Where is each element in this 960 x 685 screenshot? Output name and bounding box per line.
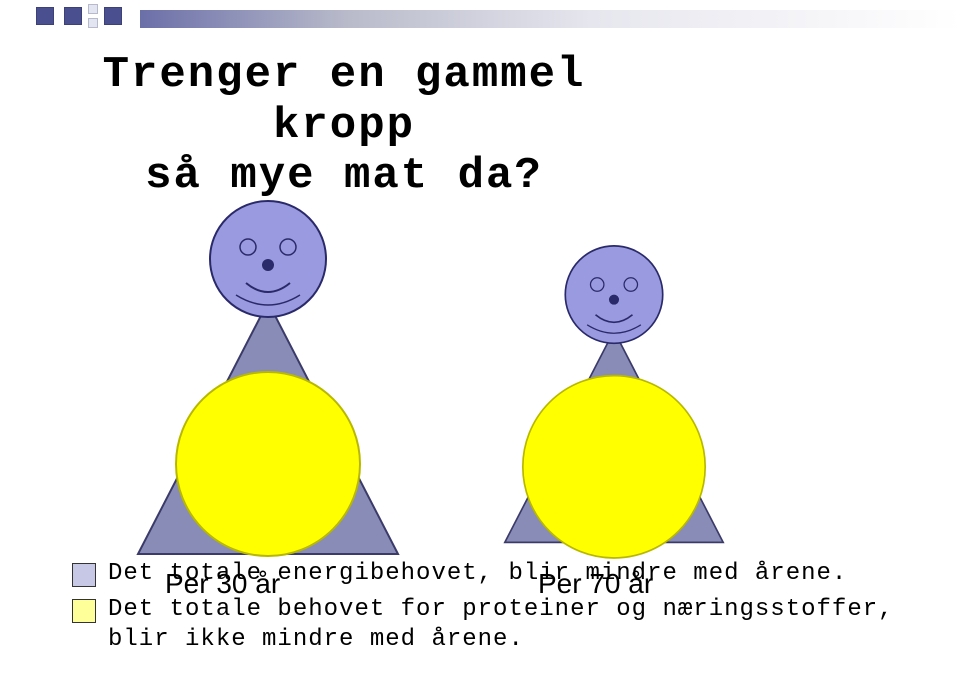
figure-young <box>118 194 418 574</box>
legend-swatch <box>72 599 96 623</box>
deco-square <box>36 7 54 25</box>
legend-text: Det totale behovet for proteiner og næri… <box>108 595 908 655</box>
legend-text: Det totale energibehovet, blir mindre me… <box>108 559 847 589</box>
legend-item: Det totale behovet for proteiner og næri… <box>72 595 908 655</box>
slide-body: Trenger en gammel kropp så mye mat da? <box>60 50 920 665</box>
deco-square <box>64 7 82 25</box>
header-squares <box>36 4 132 32</box>
header-gradient-bar <box>140 10 960 28</box>
legend: Det totale energibehovet, blir mindre me… <box>72 559 908 661</box>
slide-title: Trenger en gammel kropp så mye mat da? <box>64 50 624 202</box>
legend-item: Det totale energibehovet, blir mindre me… <box>72 559 908 589</box>
slide-header-decoration <box>0 0 960 36</box>
deco-square-small <box>88 18 98 28</box>
legend-swatch <box>72 563 96 587</box>
figures-area: Per 30 år Per 70 år <box>60 200 920 580</box>
figure-old <box>488 240 740 559</box>
deco-square-small <box>88 4 98 14</box>
deco-square <box>104 7 122 25</box>
